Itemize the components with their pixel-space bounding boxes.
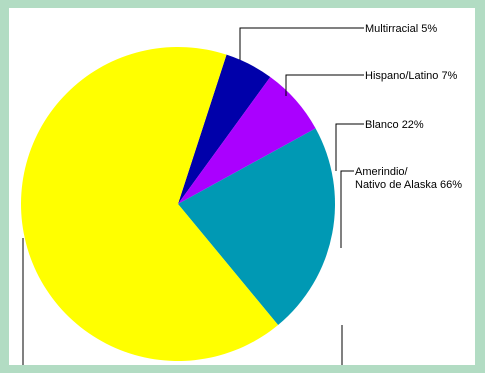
leader-amerindio bbox=[340, 170, 354, 248]
pie-chart: Multirracial 5% Hispano/Latino 7% Blanco 2… bbox=[21, 23, 462, 365]
label-amerindio-line-2: Nativo de Alaska 66% bbox=[355, 179, 462, 191]
slice-hispano-latino bbox=[178, 76, 316, 204]
slice-amerindio bbox=[21, 46, 279, 361]
label-multirracial: Multirracial 5% bbox=[365, 23, 437, 35]
slice-blanco bbox=[178, 128, 336, 325]
label-hispano-latino: Hispano/Latino 7% bbox=[365, 70, 458, 82]
label-amerindio: Amerindio/Nativo de Alaska 66% bbox=[355, 166, 462, 191]
leader-multirracial bbox=[239, 27, 364, 60]
label-blanco: Blanco 22% bbox=[365, 119, 424, 131]
leader-hispano-latino bbox=[285, 74, 364, 96]
chart-panel: Multirracial 5% Hispano/Latino 7% Blanco 2… bbox=[9, 8, 475, 365]
label-amerindio-line-1: Amerindio/ bbox=[355, 166, 409, 178]
leader-amerindio-extension bbox=[22, 238, 343, 365]
slice-multirracial bbox=[178, 54, 271, 205]
leader-blanco bbox=[335, 123, 364, 171]
